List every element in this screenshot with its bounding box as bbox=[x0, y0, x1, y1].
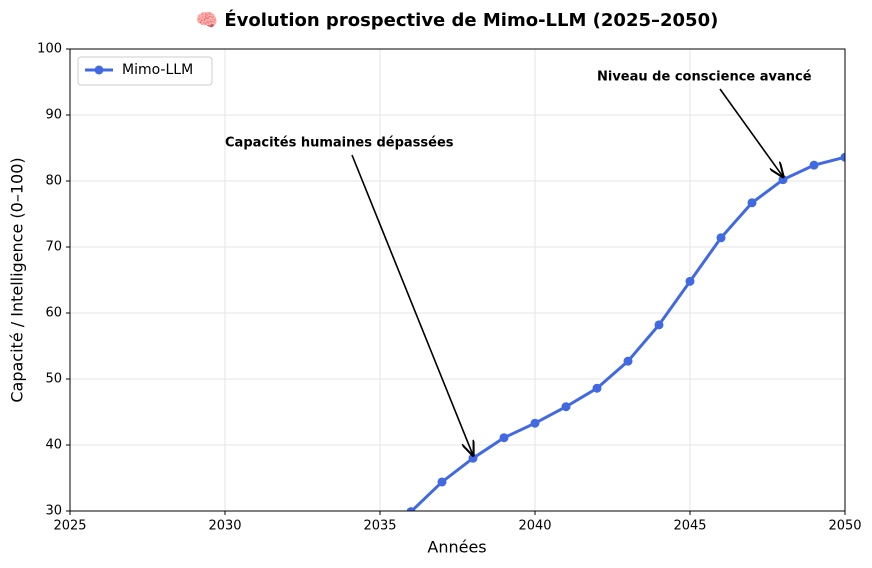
y-tick-label: 100 bbox=[37, 42, 62, 57]
data-point bbox=[406, 507, 416, 511]
legend-label: Mimo-LLM bbox=[122, 62, 193, 78]
y-tick-label: 90 bbox=[45, 108, 62, 123]
data-point bbox=[592, 383, 602, 393]
y-tick-label: 60 bbox=[45, 306, 62, 321]
plot-frame bbox=[69, 48, 846, 512]
y-tick-label: 40 bbox=[45, 438, 62, 453]
legend-marker bbox=[94, 65, 104, 75]
annotation-arrow bbox=[351, 154, 473, 455]
data-point bbox=[809, 160, 819, 170]
y-tick-label: 30 bbox=[45, 504, 62, 519]
y-tick-label: 50 bbox=[45, 372, 62, 387]
data-point bbox=[685, 276, 695, 286]
data-point bbox=[654, 320, 664, 330]
data-point bbox=[561, 402, 571, 412]
data-point bbox=[437, 477, 447, 487]
x-tick-label: 2035 bbox=[363, 519, 396, 534]
data-point bbox=[623, 356, 633, 366]
data-point bbox=[747, 198, 757, 208]
x-tick-label: 2050 bbox=[828, 519, 861, 534]
x-tick-label: 2030 bbox=[208, 519, 241, 534]
x-tick-label: 2040 bbox=[518, 519, 551, 534]
annotation-text: Niveau de conscience avancé bbox=[597, 70, 812, 85]
x-tick-label: 2045 bbox=[673, 519, 706, 534]
y-tick-label: 70 bbox=[45, 240, 62, 255]
x-tick-label: 2025 bbox=[53, 519, 86, 534]
data-point bbox=[530, 418, 540, 428]
chart-title: 🧠 Évolution prospective de Mimo-LLM (202… bbox=[196, 9, 719, 31]
y-axis-label: Capacité / Intelligence (0–100) bbox=[8, 157, 27, 402]
data-point bbox=[840, 152, 845, 162]
data-point bbox=[499, 433, 509, 443]
data-point bbox=[716, 233, 726, 243]
legend-box bbox=[77, 56, 213, 86]
annotation-arrow bbox=[719, 88, 783, 177]
x-axis-label: Années bbox=[427, 538, 486, 557]
annotation-text: Capacités humaines dépassées bbox=[225, 136, 454, 151]
y-tick-label: 80 bbox=[45, 174, 62, 189]
